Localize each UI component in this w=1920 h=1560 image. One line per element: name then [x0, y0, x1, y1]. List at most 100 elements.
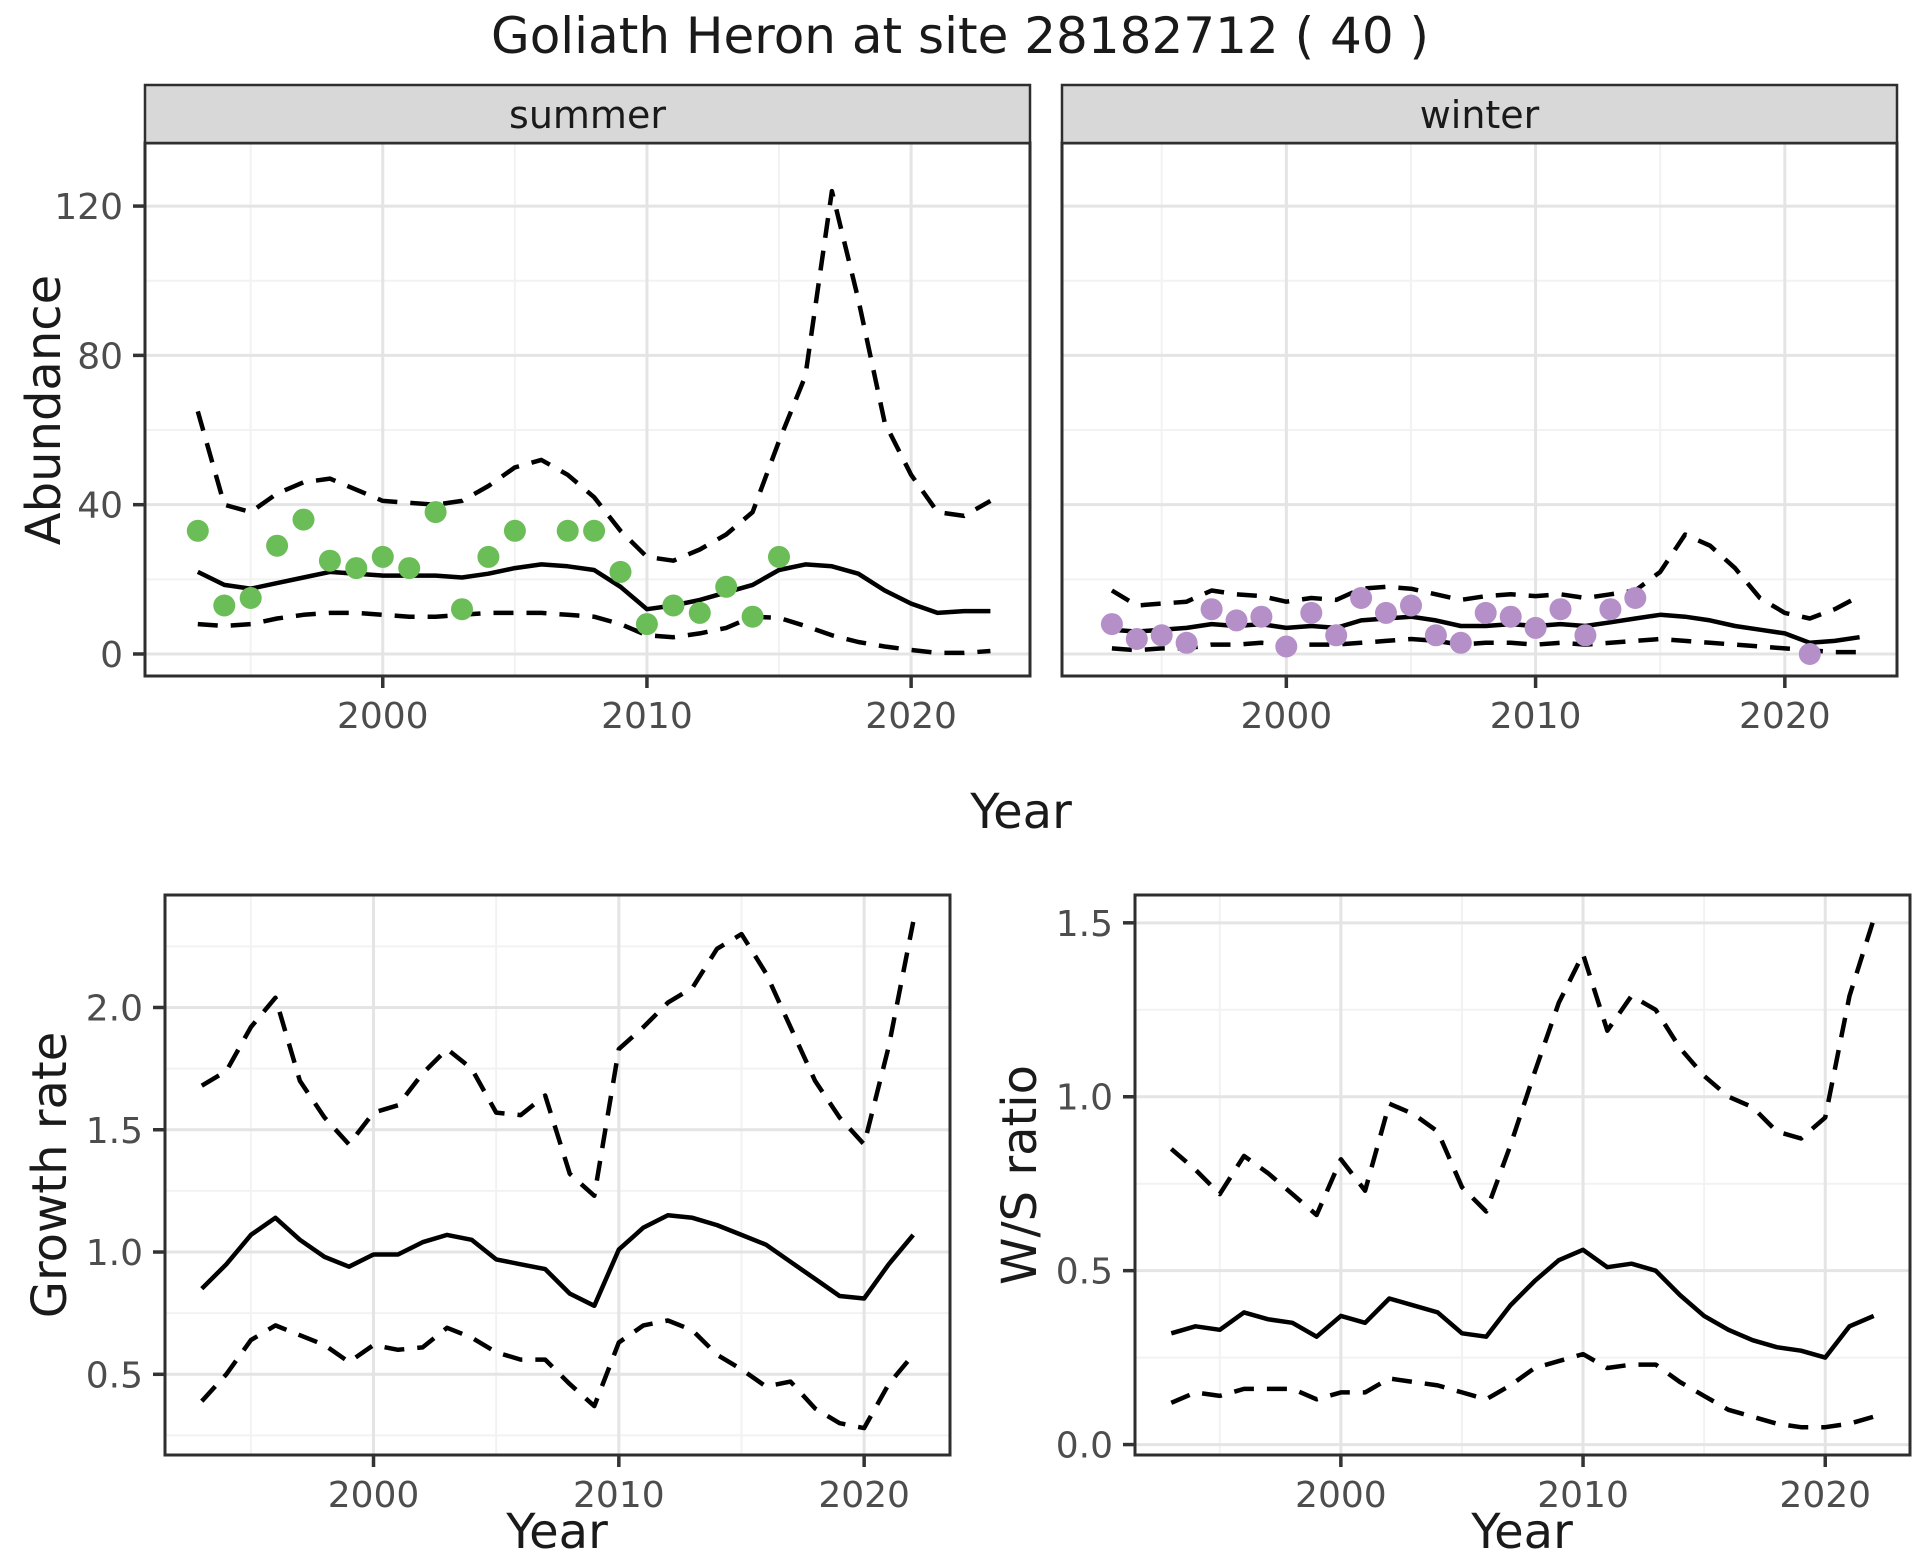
winter-ci_lower-line — [1111, 636, 1860, 655]
axis-ticks: 2000 2010 2020 0.0 0.5 1.0 1.5 — [1056, 904, 1871, 1516]
gridlines-major — [145, 143, 1030, 676]
y-tick-label: 80 — [77, 336, 123, 377]
gridlines-major — [1062, 143, 1897, 676]
data-point — [213, 594, 236, 617]
x-tick-label: 2020 — [1779, 1475, 1871, 1516]
x-tick-label: 2010 — [601, 696, 693, 737]
gridlines-minor — [165, 895, 950, 1455]
data-point — [477, 545, 500, 568]
summer-data-points — [186, 501, 790, 636]
gridlines-major — [1135, 895, 1910, 1455]
summer-ci_upper-line — [195, 188, 992, 563]
x-axis-title-year-top: Year — [970, 784, 1072, 840]
data-point — [292, 508, 315, 531]
facet-strip-summer — [143, 83, 1032, 145]
data-point — [239, 587, 262, 609]
data-point — [741, 605, 764, 628]
data-point — [1125, 628, 1148, 650]
data-point — [662, 594, 685, 617]
x-tick-label: 2000 — [1241, 696, 1333, 737]
ws-mean-line — [1170, 1247, 1875, 1360]
data-point — [503, 519, 526, 542]
x-tick-label: 2010 — [1537, 1475, 1629, 1516]
ws-ci_upper-line — [1169, 918, 1876, 1218]
data-point — [318, 549, 341, 572]
x-tick-label: 2020 — [1739, 696, 1831, 737]
data-point — [1499, 605, 1522, 628]
x-tick-label: 2010 — [1490, 696, 1582, 737]
summer-panel: 2000 2010 2020 0 40 80 120 summer — [54, 83, 1032, 737]
data-point — [1375, 601, 1397, 624]
x-tick-label: 2020 — [865, 696, 957, 737]
data-point — [688, 601, 711, 624]
y-tick-label: 0 — [100, 635, 123, 676]
data-point — [583, 519, 606, 542]
gridlines-minor — [1135, 895, 1910, 1455]
y-tick-label: 0.5 — [1056, 1252, 1113, 1293]
x-axis-title-year-growth: Year — [506, 1504, 608, 1560]
winter-data-points — [1100, 587, 1821, 665]
data-point — [371, 545, 394, 568]
data-point — [1474, 601, 1497, 624]
growth-panel: 2000 2010 2020 0.5 1.0 1.5 2.0 — [86, 893, 952, 1516]
data-point — [424, 501, 447, 524]
x-tick-label: 2010 — [573, 1475, 665, 1516]
x-tick-label: 2000 — [328, 1475, 420, 1516]
facet-strip-winter — [1060, 83, 1899, 145]
data-point — [451, 598, 473, 621]
data-point — [1325, 624, 1348, 647]
data-point — [266, 534, 289, 557]
data-point — [1524, 616, 1547, 639]
x-axis-title-year-ws: Year — [1471, 1504, 1573, 1560]
data-point — [609, 560, 632, 583]
y-tick-label: 0.0 — [1056, 1426, 1113, 1467]
data-point — [1300, 601, 1323, 624]
data-point — [715, 575, 738, 598]
data-point — [1250, 605, 1273, 628]
data-point — [1574, 624, 1597, 647]
y-tick-label: 120 — [54, 187, 123, 228]
winter-ci_upper-line — [1110, 532, 1861, 621]
data-point — [1275, 635, 1298, 658]
axis-ticks: 2000 2010 2020 0.5 1.0 1.5 2.0 — [86, 988, 910, 1516]
data-point — [345, 557, 368, 580]
y-tick-label: 1.5 — [86, 1111, 143, 1152]
x-tick-label: 2000 — [1295, 1475, 1387, 1516]
data-point — [1424, 624, 1447, 647]
data-point — [1100, 613, 1123, 636]
data-point — [1624, 587, 1647, 609]
data-point — [768, 545, 790, 568]
panel-background — [1062, 143, 1897, 676]
x-tick-label: 2020 — [818, 1475, 910, 1516]
y-tick-label: 1.5 — [1056, 904, 1113, 945]
data-point — [1599, 598, 1622, 621]
x-tick-label: 2000 — [337, 696, 429, 737]
winter-panel: 2000 2010 2020 winter — [1060, 83, 1899, 737]
data-point — [556, 519, 579, 542]
data-point — [1798, 643, 1821, 665]
summer-mean-line — [196, 562, 991, 616]
data-point — [1449, 631, 1472, 654]
axis-ticks: 2000 2010 2020 — [1241, 676, 1831, 737]
data-point — [186, 519, 209, 542]
y-tick-label: 40 — [77, 486, 123, 527]
data-point — [1225, 609, 1248, 632]
y-tick-label: 0.5 — [86, 1355, 143, 1396]
panel-border — [163, 893, 952, 1457]
growth-mean-line — [200, 1213, 915, 1309]
data-point — [1150, 624, 1173, 647]
data-point — [635, 613, 658, 636]
ws-ci_lower-line — [1170, 1351, 1875, 1430]
panel-background — [1135, 895, 1910, 1455]
growth-ci_upper-line — [200, 921, 916, 1199]
panel-border — [1133, 893, 1912, 1457]
data-point — [1200, 598, 1223, 621]
y-tick-label: 1.0 — [1056, 1078, 1113, 1119]
y-tick-label: 2.0 — [86, 988, 143, 1029]
panel-background — [165, 895, 950, 1455]
ws-panel: 2000 2010 2020 0.0 0.5 1.0 1.5 — [1056, 893, 1912, 1516]
y-tick-label: 1.0 — [86, 1233, 143, 1274]
data-point — [1549, 598, 1572, 621]
